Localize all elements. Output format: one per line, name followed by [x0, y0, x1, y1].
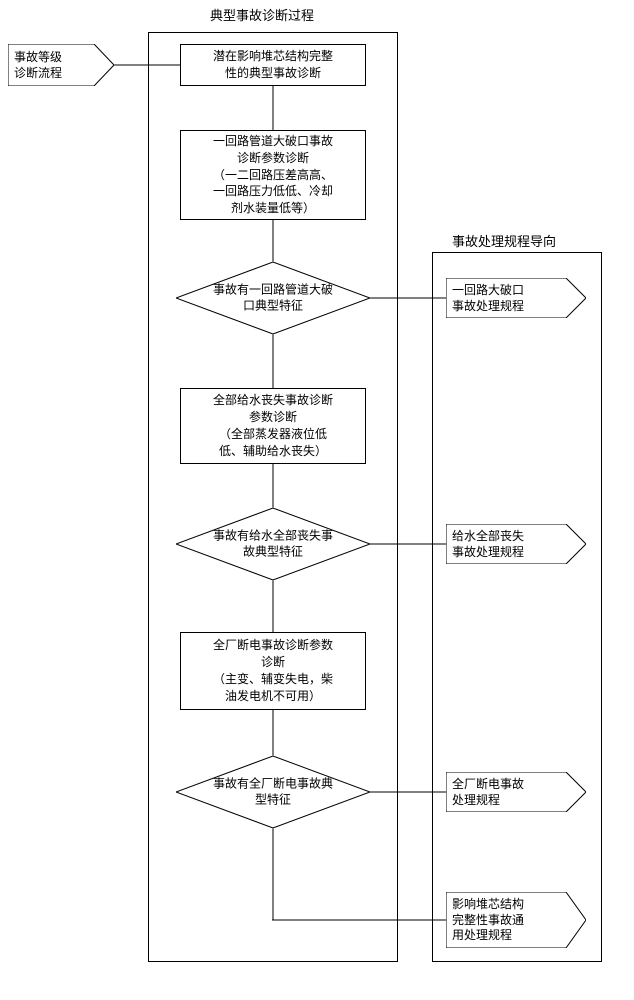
conn-d2-out2: [370, 543, 446, 545]
diamond-blackout: 事故有全厂断电事故典 型特征: [176, 756, 370, 828]
out-generic: 影响堆芯结构 完整性事故通 用处理规程: [446, 892, 586, 948]
box4-text: 全厂断电事故诊断参数 诊断 （主变、辅变失电，柴 油发电机不可用）: [213, 637, 333, 704]
box-loop-break-params: 一回路管道大破口事故 诊断参数诊断 （一二回路压差高高、 一回路压力低低、冷却 …: [180, 130, 366, 220]
conn-4-d3: [272, 710, 274, 756]
conn-d3-down: [272, 828, 274, 920]
right-container: [432, 252, 602, 962]
conn-3-d2: [272, 464, 274, 508]
diamond3-text: 事故有全厂断电事故典 型特征: [213, 776, 333, 806]
conn-1-2: [272, 86, 274, 130]
box-start-text: 潜在影响堆芯结构完整 性的典型事故诊断: [213, 48, 333, 82]
conn-d3-right4: [272, 919, 446, 921]
title-right: 事故处理规程导向: [452, 234, 556, 251]
diamond2-text: 事故有给水全部丧失事 故典型特征: [213, 528, 333, 558]
conn-d3-out3: [370, 791, 446, 793]
out3-l2: 处理规程: [452, 793, 500, 807]
title-main: 典型事故诊断过程: [210, 8, 314, 25]
conn-d1-3: [272, 334, 274, 388]
out4-l2: 完整性事故通: [452, 913, 524, 927]
out-blackout: 全厂断电事故 处理规程: [446, 772, 586, 812]
out2-l2: 事故处理规程: [452, 545, 524, 559]
box-blackout-params: 全厂断电事故诊断参数 诊断 （主变、辅变失电，柴 油发电机不可用）: [180, 632, 366, 710]
conn-d1-out1: [370, 297, 446, 299]
out3-l1: 全厂断电事故: [452, 777, 524, 791]
out4-l3: 用处理规程: [452, 928, 512, 942]
out1-l1: 一回路大破口: [452, 283, 524, 297]
diamond1-text: 事故有一回路管道大破 口典型特征: [213, 282, 333, 312]
out1-l2: 事故处理规程: [452, 299, 524, 313]
box-feedwater-loss-params: 全部给水丧失事故诊断 参数诊断 （全部蒸发器液位低 低、辅助给水丧失）: [180, 388, 366, 464]
out2-l1: 给水全部丧失: [452, 529, 524, 543]
out-feedwater-loss: 给水全部丧失 事故处理规程: [446, 524, 586, 564]
out4-l1: 影响堆芯结构: [452, 897, 524, 911]
diamond-feedwater-loss: 事故有给水全部丧失事 故典型特征: [176, 508, 370, 580]
box2-text: 一回路管道大破口事故 诊断参数诊断 （一二回路压差高高、 一回路压力低低、冷却 …: [213, 133, 333, 217]
entry-line1: 事故等级: [14, 50, 62, 64]
entry-arrow: 事故等级 诊断流程: [8, 44, 114, 86]
conn-d2-4: [272, 580, 274, 632]
box-start: 潜在影响堆芯结构完整 性的典型事故诊断: [180, 44, 366, 86]
entry-line2: 诊断流程: [14, 66, 62, 80]
diamond-loop-break: 事故有一回路管道大破 口典型特征: [176, 262, 370, 334]
out-loop-break: 一回路大破口 事故处理规程: [446, 278, 586, 318]
box3-text: 全部给水丧失事故诊断 参数诊断 （全部蒸发器液位低 低、辅助给水丧失）: [213, 392, 333, 459]
conn-2-d1: [272, 220, 274, 262]
